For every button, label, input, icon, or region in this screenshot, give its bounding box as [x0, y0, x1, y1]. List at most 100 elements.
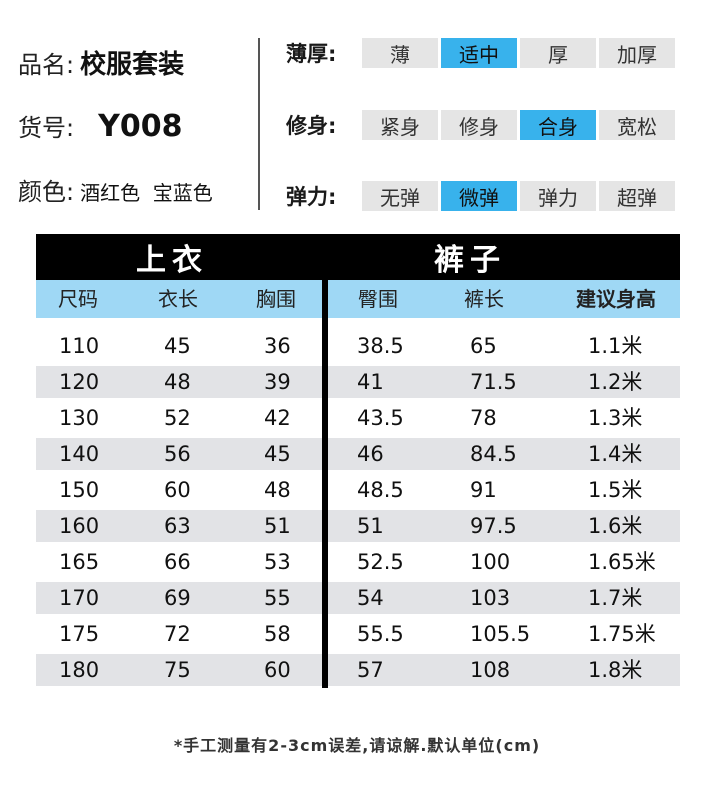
- table-cell: 54: [357, 586, 384, 610]
- table-row: 175 72 58 55.5 105.5 1.75米: [36, 618, 680, 650]
- table-cell: 46: [357, 442, 384, 466]
- info-divider: [258, 38, 260, 210]
- size-chart-title-bar: 上衣 裤子: [36, 234, 680, 280]
- column-header: 臀围: [358, 287, 398, 311]
- table-cell: 91: [470, 478, 497, 502]
- table-row: 160 63 51 51 97.5 1.6米: [36, 510, 680, 542]
- product-name-value: 校服套装: [80, 50, 185, 80]
- column-header: 尺码: [58, 287, 98, 311]
- attribute-chip: 修身: [441, 110, 517, 140]
- table-row: 120 48 39 41 71.5 1.2米: [36, 366, 680, 398]
- table-cell: 55: [264, 586, 291, 610]
- attribute-chip: 超弹: [599, 181, 675, 211]
- product-name-row: 品名: 校服套装: [18, 44, 184, 81]
- table-cell: 1.4米: [588, 442, 643, 466]
- attribute-chip-selected: 合身: [520, 110, 596, 140]
- table-cell: 150: [59, 478, 100, 502]
- table-cell: 71.5: [470, 370, 517, 394]
- product-name-label: 品名:: [18, 51, 75, 79]
- table-cell: 175: [59, 622, 100, 646]
- table-cell: 53: [264, 550, 291, 574]
- top-section-title: 上衣: [136, 243, 208, 278]
- attribute-chip: 薄: [362, 38, 438, 68]
- table-cell: 48: [264, 478, 291, 502]
- attribute-chip-selected: 适中: [441, 38, 517, 68]
- table-cell: 1.8米: [588, 658, 643, 682]
- table-cell: 42: [264, 406, 291, 430]
- product-sku-label: 货号:: [18, 114, 75, 142]
- attribute-chip: 紧身: [362, 110, 438, 140]
- table-row: 170 69 55 54 103 1.7米: [36, 582, 680, 614]
- table-row: 140 56 45 46 84.5 1.4米: [36, 438, 680, 470]
- table-cell: 1.5米: [588, 478, 643, 502]
- table-cell: 60: [264, 658, 291, 682]
- table-cell: 110: [59, 334, 100, 358]
- table-cell: 1.75米: [588, 622, 656, 646]
- table-row: 180 75 60 57 108 1.8米: [36, 654, 680, 686]
- table-cell: 130: [59, 406, 100, 430]
- table-cell: 36: [264, 334, 291, 358]
- table-cell: 1.1米: [588, 334, 643, 358]
- attribute-label: 薄厚:: [286, 42, 337, 66]
- column-header: 裤长: [464, 287, 504, 311]
- table-cell: 48: [164, 370, 191, 394]
- table-row: 165 66 53 52.5 100 1.65米: [36, 546, 680, 578]
- table-cell: 45: [164, 334, 191, 358]
- table-cell: 1.7米: [588, 586, 643, 610]
- table-cell: 72: [164, 622, 191, 646]
- table-row: 130 52 42 43.5 78 1.3米: [36, 402, 680, 434]
- table-cell: 52.5: [357, 550, 404, 574]
- table-cell: 108: [470, 658, 511, 682]
- attribute-chip: 弹力: [520, 181, 596, 211]
- attribute-chip: 无弹: [362, 181, 438, 211]
- table-cell: 65: [470, 334, 497, 358]
- size-chart-body: 110 45 36 38.5 65 1.1米 120 48 39 41 71.5 1.2米 130 52 4…: [36, 330, 680, 686]
- table-cell: 63: [164, 514, 191, 538]
- table-cell: 1.3米: [588, 406, 643, 430]
- pants-section-title: 裤子: [434, 243, 506, 278]
- table-cell: 51: [264, 514, 291, 538]
- table-row: 150 60 48 48.5 91 1.5米: [36, 474, 680, 506]
- attribute-row: 弹力: 无弹 微弹 弹力 超弹: [286, 181, 678, 211]
- table-cell: 165: [59, 550, 100, 574]
- attribute-label: 弹力:: [286, 185, 337, 209]
- table-cell: 58: [264, 622, 291, 646]
- table-cell: 51: [357, 514, 384, 538]
- table-cell: 43.5: [357, 406, 404, 430]
- product-sku-value: Y008: [98, 109, 183, 144]
- table-cell: 56: [164, 442, 191, 466]
- table-cell: 75: [164, 658, 191, 682]
- attribute-row: 修身: 紧身 修身 合身 宽松: [286, 110, 678, 140]
- table-cell: 1.2米: [588, 370, 643, 394]
- attribute-chip: 加厚: [599, 38, 675, 68]
- product-color-value: 酒红色 宝蓝色: [80, 181, 213, 205]
- table-cell: 38.5: [357, 334, 404, 358]
- table-cell: 84.5: [470, 442, 517, 466]
- table-cell: 97.5: [470, 514, 517, 538]
- table-cell: 69: [164, 586, 191, 610]
- table-cell: 60: [164, 478, 191, 502]
- attribute-chip-selected: 微弹: [441, 181, 517, 211]
- column-header: 建议身高: [576, 287, 656, 311]
- product-color-row: 颜色: 酒红色 宝蓝色: [18, 172, 213, 207]
- attribute-chip: 宽松: [599, 110, 675, 140]
- attribute-label: 修身:: [286, 114, 337, 138]
- table-cell: 66: [164, 550, 191, 574]
- column-header: 胸围: [256, 287, 296, 311]
- table-cell: 55.5: [357, 622, 404, 646]
- size-chart: 上衣 裤子 尺码 衣长 胸围 臀围 裤长 建议身高 110 45 36 38.5 65 1.1米 12…: [36, 234, 680, 690]
- product-sku-row: 货号: Y008: [18, 108, 182, 144]
- table-cell: 105.5: [470, 622, 531, 646]
- attribute-row: 薄厚: 薄适中厚加厚: [286, 38, 678, 68]
- table-cell: 57: [357, 658, 384, 682]
- table-cell: 100: [470, 550, 511, 574]
- table-cell: 39: [264, 370, 291, 394]
- table-cell: 140: [59, 442, 100, 466]
- table-cell: 170: [59, 586, 100, 610]
- table-cell: 103: [470, 586, 511, 610]
- table-cell: 48.5: [357, 478, 404, 502]
- attribute-chip: 厚: [520, 38, 596, 68]
- table-cell: 120: [59, 370, 100, 394]
- size-chart-header: 尺码 衣长 胸围 臀围 裤长 建议身高: [36, 280, 680, 318]
- table-cell: 41: [357, 370, 384, 394]
